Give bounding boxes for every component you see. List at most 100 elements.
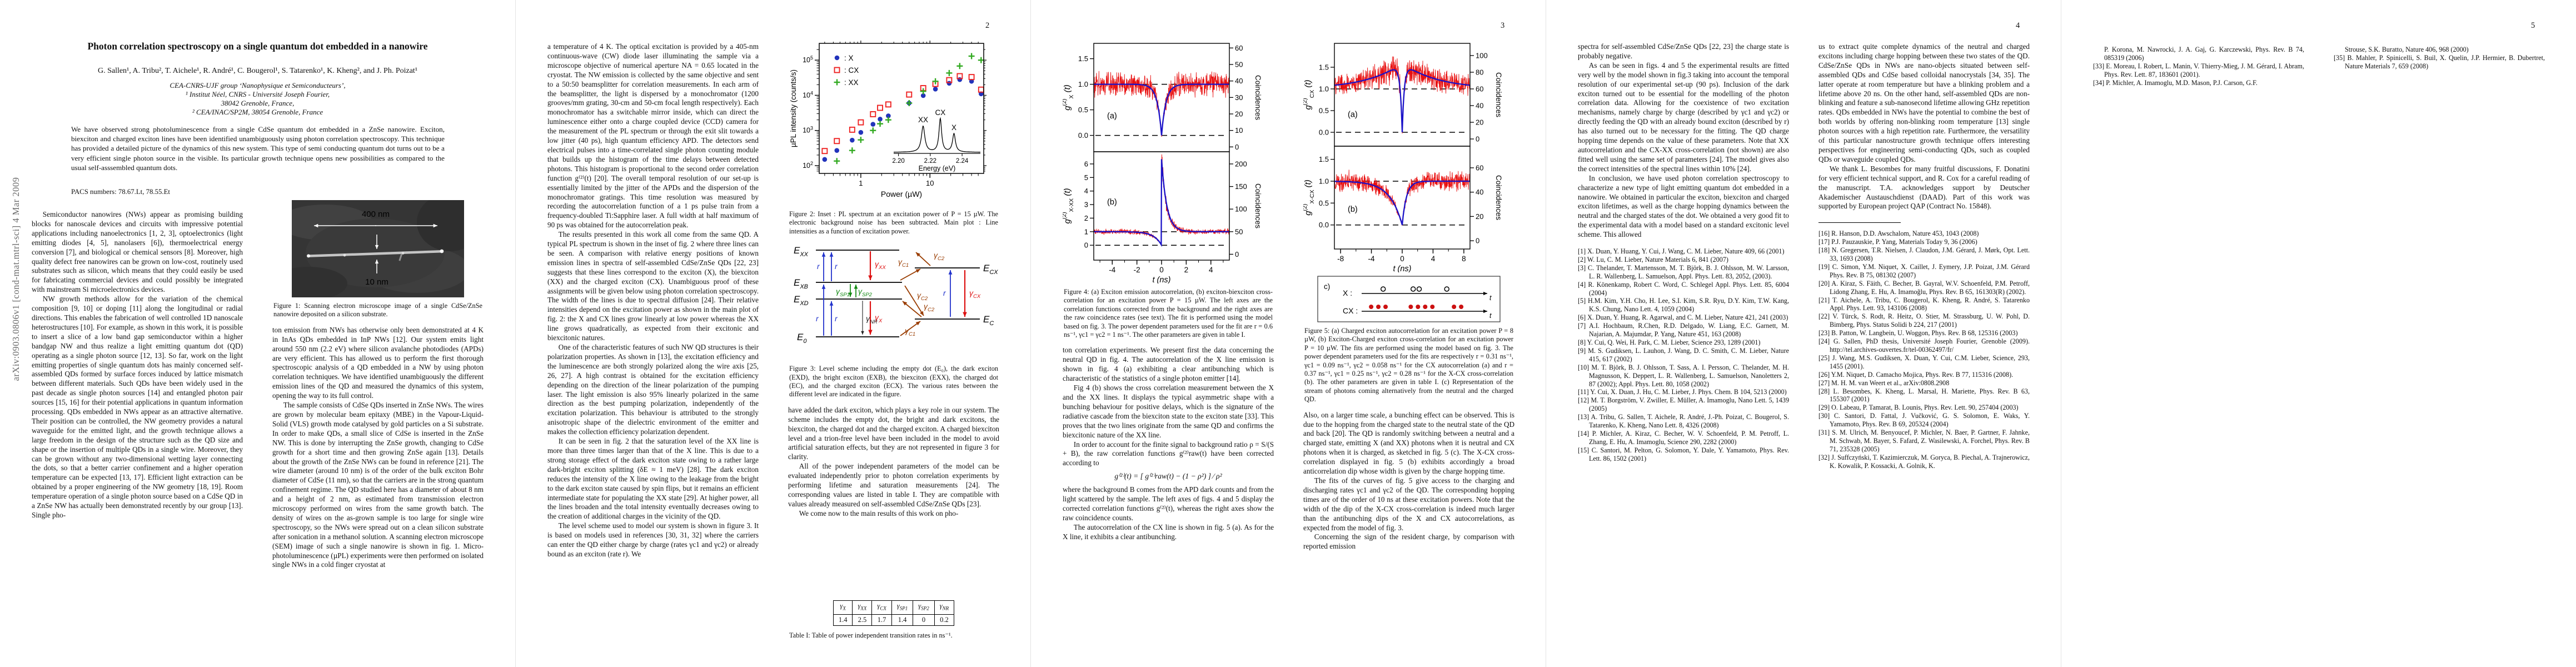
- svg-text:4: 4: [1084, 187, 1088, 195]
- reference-item: [10] M. T. Björk, B. J. Ohlsson, T. Sass…: [1578, 363, 1789, 388]
- svg-text:c): c): [1324, 282, 1330, 291]
- svg-text:2.22: 2.22: [924, 158, 936, 165]
- page2-col2-text: have added the dark exciton, which plays…: [788, 406, 999, 519]
- page3-column-2: 0.0 0.5 1.0 1.5 0 20 40 60 80 100 (a) g(2)CX (t) Coi…: [1303, 39, 1514, 646]
- body-paragraph: We thank L. Besombes for many fruitful d…: [1818, 164, 2030, 211]
- figure-5c-photon-stream: c) X : t CX : t: [1317, 276, 1501, 322]
- figure-5-caption: Figure 5: (a) Charged exciton autocorrel…: [1304, 327, 1513, 404]
- reference-item: [20] A. Kiraz, S. Fäith, C. Becher, B. G…: [1818, 279, 2030, 296]
- svg-text:0: 0: [1235, 250, 1239, 258]
- svg-text:4: 4: [1209, 266, 1213, 274]
- svg-text:ECX: ECX: [983, 263, 998, 276]
- svg-text:µPL intensity (counts/s): µPL intensity (counts/s): [789, 69, 798, 147]
- svg-text:(b): (b): [1348, 205, 1358, 214]
- svg-text:Energy (eV): Energy (eV): [919, 165, 956, 172]
- page-2: 2 a temperature of 4 K. The optical exci…: [515, 0, 1031, 667]
- references-list-right: [16] R. Hanson, D.D. Awschalom, Nature 4…: [1818, 230, 2030, 470]
- svg-text:0: 0: [1084, 241, 1088, 250]
- reference-item: [2] W. Lu, C. M. Lieber, Nature Material…: [1578, 255, 1728, 263]
- table-1-header: γSP2: [913, 600, 935, 615]
- svg-text:0.5: 0.5: [1078, 106, 1088, 114]
- svg-text:150: 150: [1235, 182, 1247, 191]
- svg-text:5: 5: [1084, 173, 1088, 182]
- figure-1-sem-image: 400 nm 10 nm: [292, 200, 464, 297]
- page2-column-2: 102 103 104 105 1 10 2.20 2.22 2.24 Energy (eV) XX…: [788, 39, 999, 646]
- affiliation-2: ² CEA/INAC/SP2M, 38054 Grenoble, France: [192, 108, 323, 116]
- svg-text:γC2: γC2: [917, 291, 928, 302]
- svg-text:0.0: 0.0: [1078, 131, 1088, 140]
- svg-text:t: t: [1489, 312, 1492, 320]
- reference-item: [13] A. Tribu, G. Sallen, T. Aichele, R.…: [1578, 413, 1789, 430]
- svg-text:EXD: EXD: [794, 294, 809, 307]
- table-1-header: γX: [833, 600, 853, 615]
- figure-1: 400 nm 10 nm: [272, 200, 484, 297]
- body-paragraph: NW growth methods allow for the variatio…: [32, 295, 243, 519]
- svg-text:8: 8: [1462, 255, 1466, 263]
- svg-text:-4: -4: [1109, 266, 1115, 274]
- body-paragraph: Also, on a larger time scale, a bunching…: [1303, 410, 1514, 476]
- page4-column-2: us to extract quite complete dynamics of…: [1818, 42, 2030, 646]
- page4-column-1: spectra for self-assembled CdSe/ZnSe QDs…: [1578, 42, 1789, 646]
- svg-text:r: r: [835, 314, 838, 323]
- table-1-cell: 1.4: [833, 614, 853, 626]
- svg-text:1.0: 1.0: [1319, 84, 1329, 93]
- reference-item: [4] R. Könenkamp, Robert C. Word, C. Sch…: [1578, 280, 1789, 297]
- svg-text:r: r: [816, 314, 819, 323]
- pacs-numbers: PACS numbers: 78.67.Lt, 78.55.Et: [71, 188, 170, 196]
- body-paragraph: One of the characteristic features of su…: [547, 343, 759, 436]
- reference-item: [1] X. Duan, Y. Huang, Y. Cui, J. Wang, …: [1578, 247, 1785, 256]
- body-paragraph: spectra for self-assembled CdSe/ZnSe QDs…: [1578, 42, 1789, 60]
- svg-text:r: r: [835, 262, 838, 271]
- body-paragraph: us to extract quite complete dynamics of…: [1818, 42, 2030, 163]
- body-paragraph: We come now to the main results of this …: [799, 509, 959, 517]
- page2-column-1: a temperature of 4 K. The optical excita…: [547, 42, 759, 646]
- reference-item: [21] T. Aichele, A. Tribu, C. Bougerol, …: [1818, 296, 2030, 312]
- reference-item: [25] J. Wang, M.S. Gudiksen, X. Duan, Y.…: [1818, 354, 2030, 370]
- figure-1-caption: Figure 1: Scanning electron microscope i…: [273, 302, 482, 318]
- svg-text:0: 0: [1476, 237, 1479, 245]
- svg-text:30: 30: [1235, 93, 1243, 102]
- svg-text:2.24: 2.24: [956, 158, 969, 165]
- svg-text:Coincidences: Coincidences: [1494, 72, 1503, 117]
- page5-column-1: P. Korona, M. Nawrocki, J. A. Gaj, G. Ka…: [2093, 46, 2304, 168]
- svg-text:g(2)X-XX (t): g(2)X-XX (t): [1063, 188, 1075, 223]
- page-1: arXiv:0903.0806v1 [cond-mat.mtrl-sci] 4 …: [0, 0, 515, 667]
- reference-item: [24] G. Sallen, PhD thesis, Université J…: [1818, 337, 2030, 354]
- affiliation-1: ¹ Institut Néel, CNRS - Université Josep…: [185, 90, 330, 98]
- table-1-cell: 1.4: [891, 614, 914, 626]
- svg-text:1.5: 1.5: [1319, 155, 1329, 163]
- svg-text:t: t: [1489, 294, 1492, 302]
- svg-text:γCX: γCX: [969, 288, 981, 300]
- equation-background-correction: g⁽²⁾(t) = [ g⁽²⁾raw(t) − (1 − ρ²) ] ∕ ρ²: [1114, 472, 1222, 481]
- paper-title: Photon correlation spectroscopy on a sin…: [87, 41, 428, 52]
- svg-text:E0: E0: [797, 332, 807, 345]
- svg-text:105: 105: [803, 55, 813, 64]
- svg-text:γC2: γC2: [934, 251, 945, 262]
- svg-text:10: 10: [1235, 126, 1243, 135]
- svg-text:EXX: EXX: [794, 245, 809, 258]
- table-1-header: γSP1: [891, 600, 914, 615]
- svg-text:-8: -8: [1337, 255, 1344, 263]
- svg-text:r: r: [817, 262, 820, 271]
- svg-text:(a): (a): [1107, 112, 1117, 121]
- page-number-5: 5: [2531, 21, 2535, 30]
- svg-text:γC1: γC1: [905, 326, 915, 337]
- svg-text:: CX: : CX: [844, 66, 859, 74]
- svg-text:γX: γX: [875, 313, 883, 324]
- svg-text:20: 20: [1476, 118, 1483, 127]
- reference-item: [18] N. Gregersen, T.R. Nielsen, J. Clau…: [1818, 246, 2030, 263]
- table-1-value-row: 1.4 2.5 1.7 1.4 0 0.2: [833, 614, 955, 626]
- svg-text:50: 50: [1235, 60, 1243, 68]
- body-paragraph: have added the dark exciton, which plays…: [788, 405, 999, 461]
- reference-item: [7] A.I. Hochbaum, R.Chen, R.D. Delgado,…: [1578, 322, 1789, 339]
- svg-text:103: 103: [803, 126, 813, 135]
- svg-text:40: 40: [1235, 77, 1243, 85]
- figure-2: 102 103 104 105 1 10 2.20 2.22 2.24 Energy (eV) XX…: [788, 39, 999, 206]
- paper-authors: G. Sallen¹, A. Tribu², T. Aichele¹, R. A…: [97, 67, 418, 75]
- body-paragraph: In order to account for the finite signa…: [1063, 440, 1274, 467]
- reference-item: P. Korona, M. Nawrocki, J. A. Gaj, G. Ka…: [2104, 46, 2304, 62]
